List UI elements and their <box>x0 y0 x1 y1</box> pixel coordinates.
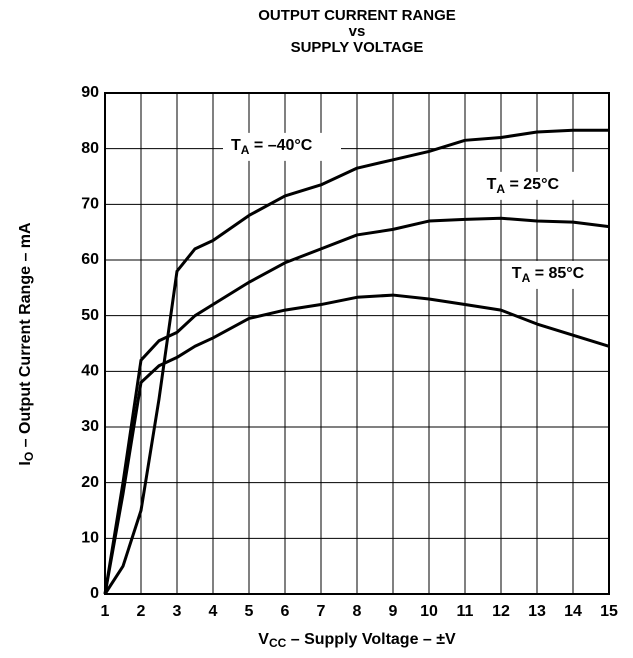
label-main: I <box>17 461 34 465</box>
label-rest: – Output Current Range – mA <box>17 222 34 452</box>
label-main: T <box>487 176 497 193</box>
y-tick-label: 40 <box>81 363 99 380</box>
x-tick-label: 12 <box>492 603 510 620</box>
label-background <box>478 171 583 200</box>
plot-border <box>104 92 610 595</box>
label-rest: – Supply Voltage – ±V <box>286 631 456 648</box>
x-tick-label: 8 <box>353 603 362 620</box>
y-tick-label: 50 <box>81 307 99 324</box>
title-line: vs <box>349 23 366 40</box>
label-main: T <box>231 137 241 154</box>
label-sub: CC <box>269 636 287 650</box>
label-sub: A <box>522 271 531 285</box>
y-tick-label: 80 <box>81 140 99 157</box>
y-tick-label: 60 <box>81 251 99 268</box>
series-line <box>103 128 609 595</box>
x-tick-label: 4 <box>209 603 218 620</box>
y-tick-label: 20 <box>81 474 99 491</box>
y-tick-label: 10 <box>81 530 99 547</box>
title-line: OUTPUT CURRENT RANGE <box>258 7 456 24</box>
y-tick-label: 30 <box>81 418 99 435</box>
x-tick-label: 1 <box>101 603 110 620</box>
series-line <box>103 293 610 595</box>
label-rest: = –40°C <box>249 137 312 154</box>
label-sub: A <box>496 182 505 196</box>
label-background <box>223 132 341 161</box>
label-rest: = 85°C <box>530 265 584 282</box>
series-line <box>103 216 610 595</box>
title: OUTPUT CURRENT RANGE vs SUPPLY VOLTAGE <box>258 7 456 56</box>
label-rest: = 25°C <box>505 176 559 193</box>
y-tick-label: 0 <box>90 585 99 602</box>
label-background <box>503 260 608 289</box>
label-sub: A <box>241 143 250 157</box>
x-tick-label: 11 <box>457 603 474 620</box>
label-sub: O <box>22 452 36 461</box>
x-tick-label: 5 <box>245 603 254 620</box>
title-line: SUPPLY VOLTAGE <box>291 39 424 56</box>
x-axis-label: VCC – Supply Voltage – ±V <box>258 631 456 650</box>
x-tick-label: 13 <box>528 603 546 620</box>
label-main: V <box>258 631 269 648</box>
x-tick-label: 9 <box>389 603 398 620</box>
x-tick-label: 14 <box>564 603 582 620</box>
y-axis-label: IO – Output Current Range – mA <box>17 222 36 466</box>
series-label: TA = 85°C <box>512 265 585 285</box>
y-tick-label: 90 <box>81 84 99 101</box>
x-tick-label: 7 <box>317 603 326 620</box>
x-tick-label: 6 <box>281 603 290 620</box>
x-tick-label: 15 <box>600 603 618 620</box>
series-label: TA = –40°C <box>231 137 313 157</box>
y-tick-label: 70 <box>81 196 99 213</box>
series-label: TA = 25°C <box>487 176 560 196</box>
label-main: T <box>512 265 522 282</box>
x-tick-label: 2 <box>137 603 146 620</box>
x-tick-label: 3 <box>173 603 182 620</box>
x-tick-label: 10 <box>420 603 438 620</box>
